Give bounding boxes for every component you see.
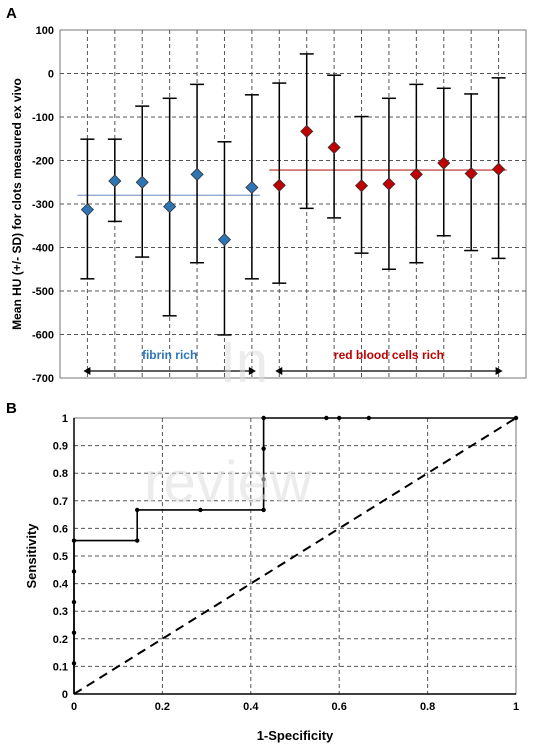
panel-a-mean-point (354, 179, 369, 193)
panel-b-x-tick-label: 0.8 (420, 701, 435, 713)
panel-a-error-bars (80, 53, 506, 336)
panel-b-series (71, 415, 519, 695)
panel-a-y-ticks: 100 0 -100 -200 -300 -400 -500 -600 -700 (32, 25, 54, 385)
panel-a-y-tick-label: 0 (48, 69, 54, 81)
panel-a-y-tick-label: 100 (36, 25, 54, 37)
panel-b-x-tick-label: 0.4 (243, 701, 259, 713)
panel-b-y-tick-label: 1 (62, 413, 68, 425)
panel-b-roc-point (71, 630, 77, 635)
panel-a-mean-point (300, 124, 314, 138)
panel-b-y-tick-label: 0 (62, 689, 68, 701)
panel-a-group-labels: fibrin rich red blood cells rich (83, 348, 503, 375)
panel-b-y-tick-label: 0.4 (53, 579, 69, 591)
panel-b-y-tick-label: 0.9 (53, 441, 68, 453)
panel-a-label: A (6, 5, 17, 22)
panel-b-roc-point (71, 599, 77, 605)
panel-b-roc-point (198, 507, 203, 513)
watermark-line-2: review (144, 450, 313, 515)
panel-a-grid (60, 30, 526, 378)
panel-b-y-tick-label: 0.6 (53, 523, 68, 535)
panel-b-roc-point (261, 507, 266, 513)
panel-a-group-arrow-head-right (248, 367, 256, 375)
panel-b-x-tick-label: 0.6 (332, 701, 347, 713)
panel-b-y-tick-label: 0.1 (53, 661, 68, 673)
panel-b-y-tick-label: 0.3 (53, 606, 68, 618)
panel-b-grid (73, 418, 516, 695)
panel-a-y-tick-label: -100 (32, 112, 54, 124)
panel-b-roc-point (71, 661, 77, 666)
panel-b-roc-point (513, 415, 519, 421)
panel-a-mean-lines (77, 169, 507, 197)
panel-a-mean-point (272, 178, 286, 192)
panel-b-x-axis-title: 1-Specificity (257, 728, 334, 743)
panel-b-roc-point (71, 569, 77, 574)
panel-b-roc-point (135, 507, 140, 513)
panel-b-roc-point (337, 415, 342, 421)
panel-b-roc-point (324, 415, 329, 421)
panel-a-y-tick-label: -600 (32, 330, 54, 342)
panel-a-y-tick-label: -200 (32, 156, 54, 168)
panel-a-y-tick-label: -500 (32, 286, 54, 298)
panel-b-roc-point (261, 415, 266, 421)
panel-a-chart: 100 0 -100 -200 -300 -400 -500 -600 -700 Mean HU… (10, 25, 527, 385)
panel-a-mean-point (382, 177, 396, 191)
panel-b-chart: 0 0.1 0.2 0.3 0.4 0.5 0.6 0.7 0.8 0.9 1 0 0.2 0.4 0.6 0… (24, 413, 519, 743)
panel-b-x-tick-label: 0.2 (155, 701, 170, 713)
panel-b-ticks: 0 0.1 0.2 0.3 0.4 0.5 0.6 0.7 0.8 0.9 1 0 0.2 0.4 0.6 0… (53, 413, 519, 713)
panel-a-mean-point (108, 174, 122, 188)
panel-b-roc-point (261, 477, 266, 482)
panel-a-points (80, 124, 506, 247)
panel-a-mean-point (492, 162, 506, 176)
panel-b-roc-point (71, 538, 77, 543)
panel-a-mean-point (409, 167, 423, 181)
panel-a-mean-point (190, 167, 204, 181)
panel-a-mean-point (163, 200, 177, 214)
panel-b-label: B (6, 400, 17, 417)
panel-b-x-tick-label: 1 (513, 701, 519, 713)
panel-b-y-axis-title: Sensitivity (24, 523, 39, 589)
panel-a-y-tick-label: -700 (32, 373, 54, 385)
panel-a-mean-point (327, 140, 341, 155)
panel-b-y-tick-label: 0.8 (53, 468, 68, 480)
panel-a-y-axis-title: Mean HU (+/- SD) for clots measured ex v… (10, 78, 24, 330)
panel-b-y-tick-label: 0.5 (53, 551, 68, 563)
panel-a-mean-point (135, 175, 149, 189)
panel-b-x-tick-label: 0 (71, 701, 77, 713)
panel-a-y-tick-label: -400 (32, 243, 54, 255)
panel-a-group-arrow-head-right (495, 367, 503, 375)
panel-b-roc-point (261, 446, 266, 451)
panel-b-reference-line (73, 417, 517, 695)
panel-a-mean-point (245, 180, 259, 195)
panel-b-roc-point (135, 538, 140, 543)
panel-a-group-arrow-head-left (83, 367, 91, 375)
panel-b-y-tick-label: 0.7 (53, 496, 68, 508)
panel-a-group-arrow-head-left (275, 367, 283, 375)
panel-b-roc-point (366, 415, 372, 421)
panel-a-mean-point (217, 233, 232, 247)
watermark-line-1: In (220, 330, 268, 395)
panel-a-mean-point (464, 166, 478, 181)
panel-a-mean-point (80, 203, 94, 217)
panel-a-mean-point (437, 156, 451, 170)
panel-a-y-tick-label: -300 (32, 199, 54, 211)
panel-b-y-tick-label: 0.2 (53, 634, 68, 646)
panel-a-group-label: red blood cells rich (334, 348, 444, 362)
panel-a-group-label: fibrin rich (142, 348, 197, 362)
